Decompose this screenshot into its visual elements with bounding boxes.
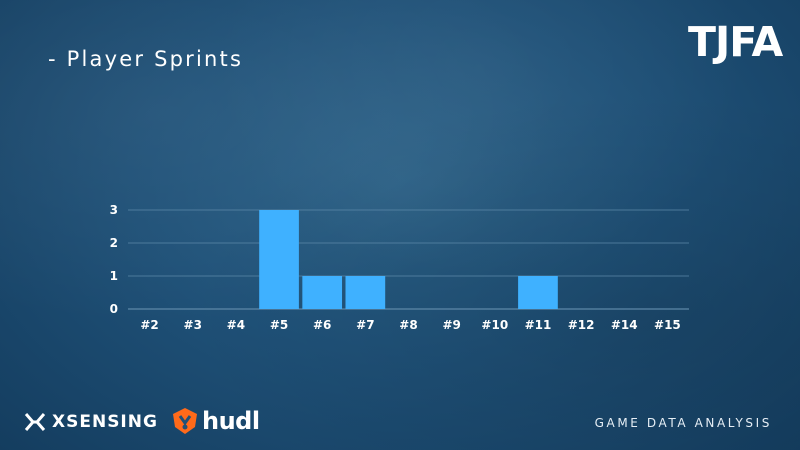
y-tick-label: 1 [110,269,118,283]
xsensing-logo: XSENSING [24,408,158,436]
xsensing-x-icon [24,413,46,431]
x-tick-label: #9 [442,318,460,332]
y-tick-label: 2 [110,236,118,250]
hudl-shield-icon [173,408,197,434]
hudl-wordmark: hudl [202,407,260,435]
x-tick-label: #5 [270,318,288,332]
bar-player-11 [518,276,558,309]
y-tick-label: 3 [110,203,118,217]
x-tick-label: #4 [227,318,245,332]
x-tick-label: #8 [399,318,417,332]
x-tick-label: #15 [654,318,681,332]
x-axis-ticks: #2 #3 #4 #5 #6 #7 #8 #9 #10 #11 #12 #14 #15 [140,318,680,332]
x-tick-label: #11 [525,318,552,332]
y-axis-ticks: 0 1 2 3 [110,203,118,316]
x-tick-label: #2 [140,318,158,332]
x-tick-label: #10 [481,318,508,332]
page-title: - Player Sprints [48,47,244,71]
x-tick-label: #14 [611,318,638,332]
x-tick-label: #12 [568,318,595,332]
x-tick-label: #3 [184,318,202,332]
tjfa-logo: TJFA [688,18,783,66]
bar-player-6 [302,276,343,309]
bars [259,210,558,309]
y-tick-label: 0 [110,302,118,316]
hudl-logo: hudl [171,404,260,438]
bar-player-5 [259,210,299,309]
x-tick-label: #7 [356,318,374,332]
x-tick-label: #6 [313,318,331,332]
bar-player-7 [345,276,386,309]
footer-caption: GAME DATA ANALYSIS [594,416,772,430]
grid-lines [128,209,689,310]
xsensing-wordmark: XSENSING [52,412,158,432]
